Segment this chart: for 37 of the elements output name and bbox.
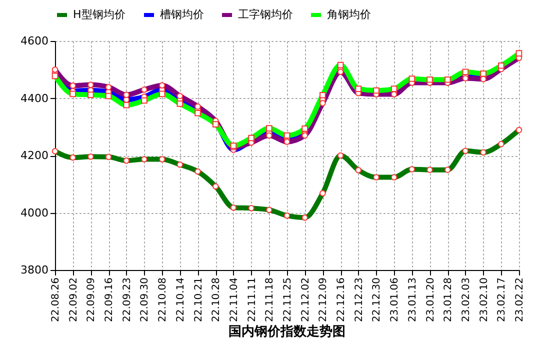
x-tick-label: 22.09.09 (86, 278, 98, 322)
x-tick-label: 22.12.09 (318, 278, 330, 322)
y-tick-label: 4400 (20, 92, 48, 105)
x-tick-label: 23.01.13 (407, 278, 418, 322)
x-tick-label: 22.08.26 (50, 278, 62, 322)
x-tick-label: 22.12.23 (354, 278, 365, 322)
legend-label: 工字钢均价 (238, 8, 293, 21)
x-tick-label: 22.11.11 (246, 278, 258, 322)
text: 国内钢价指数走势图 (228, 324, 346, 340)
legend-label: 槽钢均价 (160, 8, 204, 21)
x-tick-label: 23.01.06 (390, 278, 401, 322)
x-tick-label: 23.02.10 (478, 278, 490, 322)
x-tick-label: 22.10.08 (158, 278, 169, 322)
y-tick-label: 4000 (20, 206, 48, 220)
x-tick-label: 23.02.22 (514, 278, 526, 322)
x-tick-label: 22.09.02 (68, 278, 80, 322)
x-tick-label: 22.11.25 (282, 278, 294, 322)
y-tick-label: 4200 (20, 149, 48, 162)
x-tick-label: 23.01.28 (443, 278, 454, 322)
x-tick-label: 22.10.28 (211, 278, 222, 322)
x-tick-label: 22.12.16 (336, 278, 348, 322)
legend-label: 角钢均价 (327, 8, 371, 21)
x-tick-label: 22.11.04 (228, 278, 240, 322)
x-tick-label: 22.09.23 (122, 278, 133, 322)
y-tick-label: 3800 (20, 264, 48, 276)
x-tick-label: 22.09.16 (104, 278, 116, 322)
x-tick-label: 22.11.18 (264, 278, 276, 322)
x-tick-label: 22.10.14 (175, 278, 186, 322)
x-tick-label: 23.02.17 (496, 278, 508, 322)
legend-label: H型钢均价 (73, 8, 126, 21)
y-tick-label: 4600 (20, 34, 48, 48)
x-tick-label: 23.01.20 (425, 278, 436, 322)
x-tick-label: 22.12.30 (372, 278, 383, 322)
x-tick-label: 23.02.03 (460, 278, 472, 322)
x-tick-label: 22.10.21 (193, 278, 204, 322)
x-tick-label: 22.12.02 (300, 278, 312, 322)
x-tick-label: 22.09.30 (140, 278, 151, 322)
